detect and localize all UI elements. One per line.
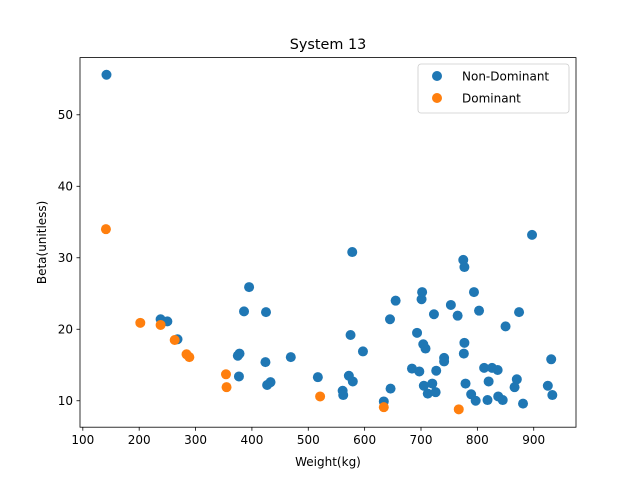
data-point-non-dominant bbox=[390, 295, 401, 306]
legend-label-non-dominant: Non-Dominant bbox=[462, 70, 549, 84]
data-point-non-dominant bbox=[417, 287, 428, 298]
data-point-non-dominant bbox=[500, 321, 511, 332]
data-point-non-dominant bbox=[458, 348, 469, 359]
data-point-non-dominant bbox=[312, 372, 323, 383]
data-point-non-dominant bbox=[385, 383, 396, 394]
data-point-dominant bbox=[169, 334, 180, 345]
points-layer bbox=[100, 69, 558, 415]
data-point-non-dominant bbox=[244, 282, 255, 293]
x-tick-label: 500 bbox=[297, 433, 320, 447]
x-tick-label: 800 bbox=[466, 433, 489, 447]
data-point-non-dominant bbox=[511, 374, 522, 385]
data-point-non-dominant bbox=[547, 390, 558, 401]
data-point-non-dominant bbox=[416, 294, 427, 305]
legend-marker-non-dominant bbox=[432, 71, 442, 81]
x-tick-label: 900 bbox=[522, 433, 545, 447]
data-point-non-dominant bbox=[468, 287, 479, 298]
data-point-dominant bbox=[378, 402, 389, 413]
data-point-non-dominant bbox=[412, 327, 423, 338]
data-point-non-dominant bbox=[474, 305, 485, 316]
data-point-dominant bbox=[135, 317, 146, 328]
data-point-dominant bbox=[315, 391, 326, 402]
x-tick-label: 300 bbox=[184, 433, 207, 447]
legend: Non-Dominant Dominant bbox=[417, 63, 570, 114]
data-point-non-dominant bbox=[460, 378, 471, 389]
data-point-non-dominant bbox=[414, 366, 425, 377]
x-axis-label: Weight(kg) bbox=[295, 455, 361, 469]
data-point-non-dominant bbox=[347, 247, 358, 258]
data-point-non-dominant bbox=[357, 346, 368, 357]
legend-box bbox=[417, 63, 570, 114]
x-tick-label: 100 bbox=[71, 433, 94, 447]
data-point-dominant bbox=[221, 382, 232, 393]
data-point-non-dominant bbox=[431, 365, 442, 376]
x-tick-label: 200 bbox=[128, 433, 151, 447]
data-point-non-dominant bbox=[518, 398, 529, 409]
data-point-non-dominant bbox=[479, 362, 490, 373]
data-point-non-dominant bbox=[101, 69, 112, 80]
data-point-non-dominant bbox=[234, 348, 245, 359]
data-point-non-dominant bbox=[445, 299, 456, 310]
data-point-non-dominant bbox=[420, 343, 431, 354]
x-tick-label: 600 bbox=[353, 433, 376, 447]
y-axis-label: Beta(unitless) bbox=[35, 201, 49, 285]
x-tick-label: 400 bbox=[240, 433, 263, 447]
data-point-non-dominant bbox=[233, 371, 244, 382]
y-tick-label: 50 bbox=[58, 108, 73, 122]
data-point-non-dominant bbox=[239, 306, 250, 317]
data-point-non-dominant bbox=[261, 307, 271, 318]
chart-title: System 13 bbox=[290, 37, 367, 53]
legend-marker-dominant bbox=[432, 93, 442, 103]
data-point-non-dominant bbox=[527, 229, 538, 240]
data-point-non-dominant bbox=[514, 307, 525, 318]
data-point-dominant bbox=[453, 404, 464, 415]
x-tick-label: 700 bbox=[410, 433, 433, 447]
data-point-non-dominant bbox=[260, 357, 271, 368]
data-point-dominant bbox=[220, 369, 231, 380]
y-tick-label: 10 bbox=[58, 394, 73, 408]
data-point-non-dominant bbox=[492, 365, 503, 376]
data-point-non-dominant bbox=[427, 378, 438, 389]
data-point-non-dominant bbox=[482, 395, 493, 406]
data-point-non-dominant bbox=[265, 377, 276, 388]
data-point-non-dominant bbox=[546, 354, 557, 365]
data-point-non-dominant bbox=[483, 376, 494, 387]
data-point-dominant bbox=[100, 224, 111, 235]
y-tick-label: 20 bbox=[58, 323, 73, 337]
data-point-non-dominant bbox=[497, 395, 508, 406]
y-tick-label: 40 bbox=[58, 180, 73, 194]
data-point-non-dominant bbox=[338, 390, 349, 401]
y-tick-label: 30 bbox=[58, 251, 73, 265]
data-point-non-dominant bbox=[439, 356, 450, 367]
data-point-non-dominant bbox=[428, 309, 439, 320]
data-point-dominant bbox=[184, 352, 195, 363]
data-point-non-dominant bbox=[542, 380, 553, 391]
data-point-non-dominant bbox=[452, 310, 463, 321]
x-axis-ticks: 100 200 300 400 500 600 700 800 900 bbox=[71, 427, 545, 447]
data-point-non-dominant bbox=[459, 262, 470, 273]
data-point-non-dominant bbox=[422, 388, 433, 399]
axes-frame bbox=[79, 57, 577, 428]
data-point-dominant bbox=[155, 319, 166, 330]
y-axis-ticks: 10 20 30 40 50 bbox=[58, 108, 80, 408]
data-point-non-dominant bbox=[509, 382, 520, 393]
legend-label-dominant: Dominant bbox=[462, 92, 521, 106]
data-point-non-dominant bbox=[470, 395, 481, 406]
data-point-non-dominant bbox=[285, 352, 296, 363]
data-point-non-dominant bbox=[430, 387, 441, 398]
data-point-non-dominant bbox=[345, 329, 356, 340]
data-point-non-dominant bbox=[459, 337, 470, 348]
data-point-non-dominant bbox=[385, 314, 395, 325]
data-point-non-dominant bbox=[347, 376, 358, 387]
data-point-non-dominant bbox=[418, 380, 429, 391]
